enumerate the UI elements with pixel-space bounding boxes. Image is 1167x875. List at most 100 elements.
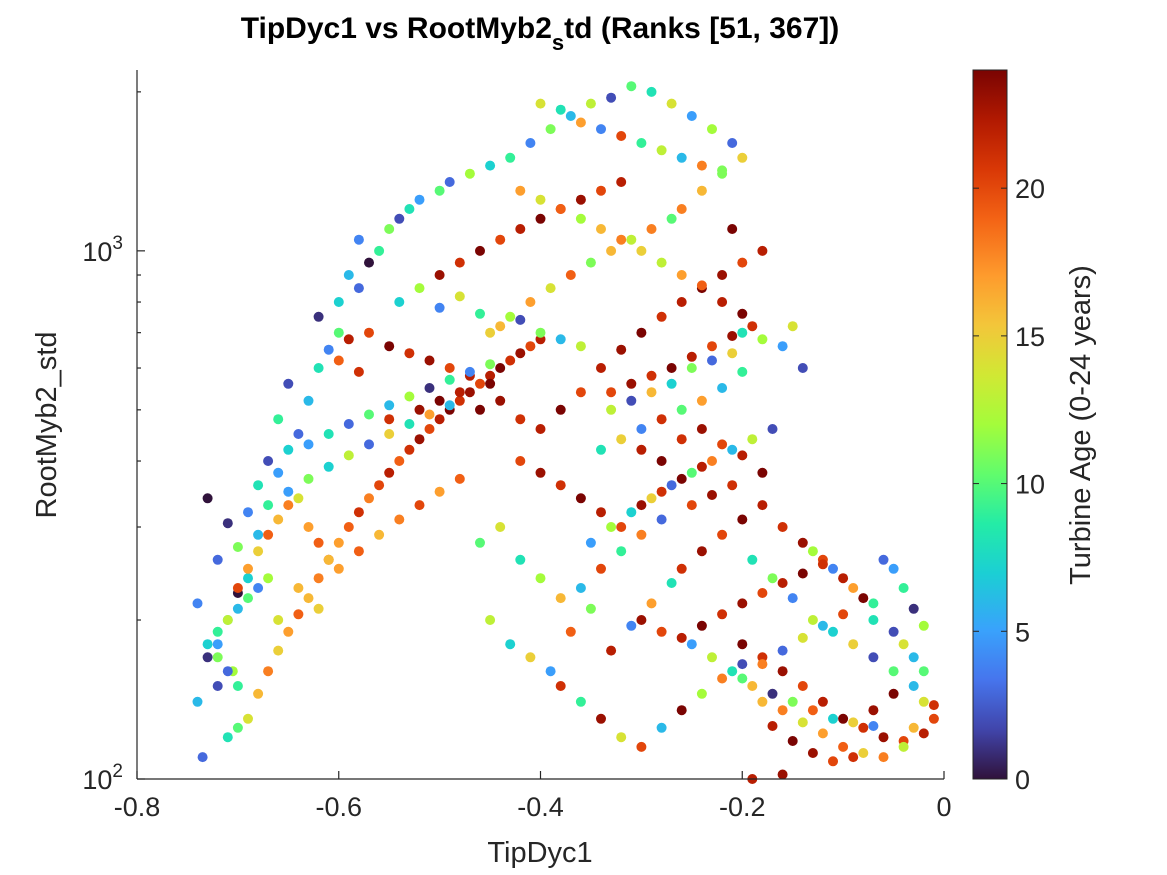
data-point: [868, 652, 879, 663]
data-point: [202, 493, 213, 504]
data-point: [293, 583, 304, 593]
data-point: [596, 444, 606, 455]
y-tick-label: 103: [82, 233, 123, 267]
data-point: [908, 652, 919, 663]
data-point: [888, 666, 899, 677]
data-point: [848, 583, 859, 593]
data-point: [434, 270, 445, 280]
data-point: [515, 456, 526, 466]
data-point: [343, 419, 354, 429]
data-point: [535, 213, 546, 224]
data-point: [686, 500, 697, 511]
data-point: [616, 177, 627, 187]
data-point: [626, 395, 637, 406]
data-point: [343, 522, 354, 532]
data-point: [646, 370, 657, 381]
data-point: [565, 270, 576, 280]
data-point: [757, 467, 768, 478]
data-point: [475, 537, 485, 548]
data-point: [545, 124, 556, 135]
data-point: [616, 546, 627, 557]
data-point: [676, 473, 687, 484]
data-point: [626, 507, 637, 518]
data-point: [868, 615, 879, 625]
data-point: [197, 752, 208, 763]
data-point: [626, 378, 637, 389]
data-point: [444, 374, 455, 385]
data-point: [333, 537, 344, 548]
data-point: [616, 344, 627, 355]
data-point: [636, 138, 647, 148]
data-point: [888, 688, 899, 699]
data-point: [525, 138, 536, 148]
data-point: [807, 705, 818, 716]
data-point: [243, 563, 253, 574]
data-point: [626, 81, 637, 92]
data-point: [737, 673, 748, 684]
data-point: [585, 98, 596, 109]
data-point: [253, 688, 264, 699]
data-point: [515, 185, 526, 196]
data-point: [878, 752, 889, 763]
data-point: [858, 722, 869, 733]
data-point: [343, 334, 354, 345]
y-axis-ticks: 102 103: [82, 91, 145, 795]
data-point: [414, 194, 425, 205]
data-point: [313, 537, 324, 548]
data-point: [696, 185, 707, 196]
data-point: [717, 673, 728, 684]
data-point: [515, 314, 526, 325]
data-point: [656, 257, 667, 268]
data-point: [858, 748, 869, 758]
data-point: [696, 688, 707, 699]
data-point: [555, 204, 566, 214]
data-point: [666, 578, 677, 588]
data-point: [787, 736, 798, 746]
data-point: [515, 554, 526, 565]
data-point: [888, 563, 899, 574]
data-point: [485, 615, 496, 625]
data-point: [212, 681, 223, 691]
data-point: [686, 467, 697, 478]
data-point: [565, 111, 576, 121]
data-point: [797, 363, 808, 373]
data-point: [485, 359, 496, 370]
colorbar-tick-label: 15: [1015, 322, 1045, 352]
data-point: [575, 117, 586, 128]
data-point: [454, 257, 465, 268]
data-point: [676, 563, 687, 574]
data-point: [253, 546, 264, 557]
data-point: [616, 131, 627, 141]
data-point: [737, 308, 748, 319]
data-point: [243, 573, 253, 584]
data-point: [838, 609, 849, 620]
data-point: [696, 546, 707, 557]
data-point: [747, 681, 758, 691]
data-point: [313, 363, 324, 373]
data-point: [838, 713, 849, 724]
data-point: [777, 341, 788, 352]
data-point: [303, 522, 314, 532]
data-point: [585, 537, 596, 548]
data-point: [475, 404, 485, 415]
data-point: [565, 626, 576, 637]
data-point: [737, 152, 748, 163]
data-point: [283, 626, 294, 637]
data-point: [222, 518, 233, 529]
data-point: [666, 363, 677, 373]
data-point: [384, 467, 395, 478]
data-point: [717, 609, 728, 620]
colorbar-tick-label: 0: [1015, 765, 1030, 795]
data-point: [333, 297, 344, 307]
data-point: [353, 546, 364, 557]
data-point: [727, 224, 738, 234]
data-point: [293, 429, 304, 439]
data-point: [767, 688, 778, 699]
data-point: [555, 681, 566, 691]
data-point: [707, 490, 717, 500]
data-point: [323, 461, 334, 472]
data-point: [232, 542, 243, 552]
data-point: [606, 92, 617, 103]
data-point: [202, 652, 213, 663]
data-point: [898, 639, 909, 650]
